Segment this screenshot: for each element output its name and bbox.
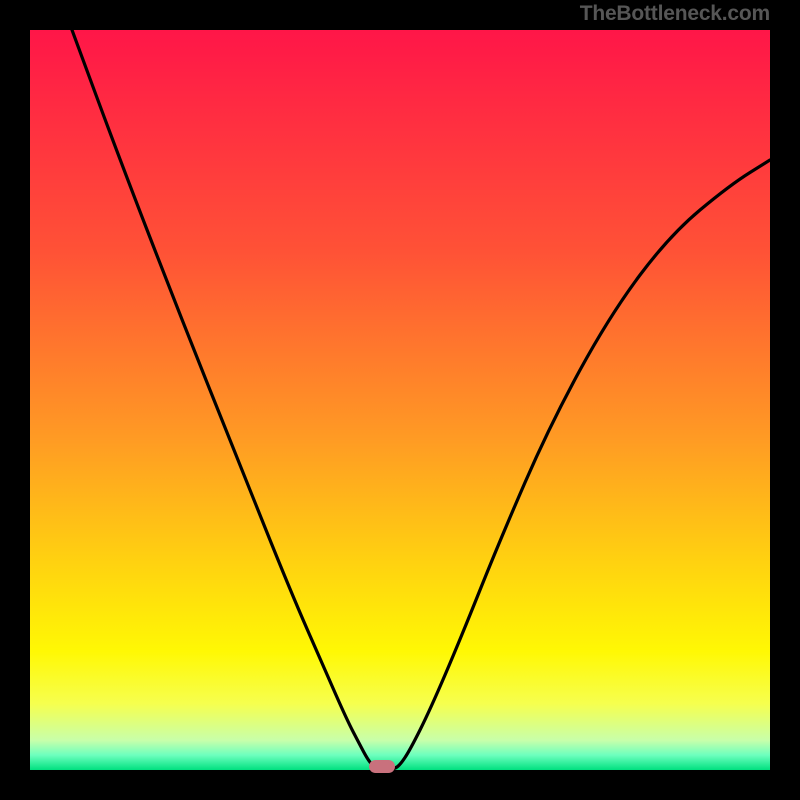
optimum-marker [369, 760, 395, 773]
watermark-text: TheBottleneck.com [580, 2, 770, 26]
bottleneck-curve [30, 30, 770, 770]
bottleneck-chart: TheBottleneck.com [0, 0, 800, 800]
curve-path [72, 30, 770, 769]
